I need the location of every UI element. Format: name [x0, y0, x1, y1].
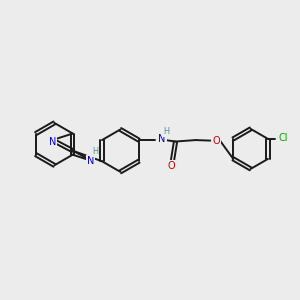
Text: H: H — [92, 147, 98, 156]
Text: H: H — [164, 127, 170, 136]
Text: N: N — [158, 134, 165, 144]
Text: O: O — [212, 136, 220, 146]
Text: O: O — [168, 161, 175, 171]
Text: Cl: Cl — [278, 133, 288, 143]
Text: N: N — [87, 156, 94, 166]
Text: N: N — [49, 136, 56, 146]
